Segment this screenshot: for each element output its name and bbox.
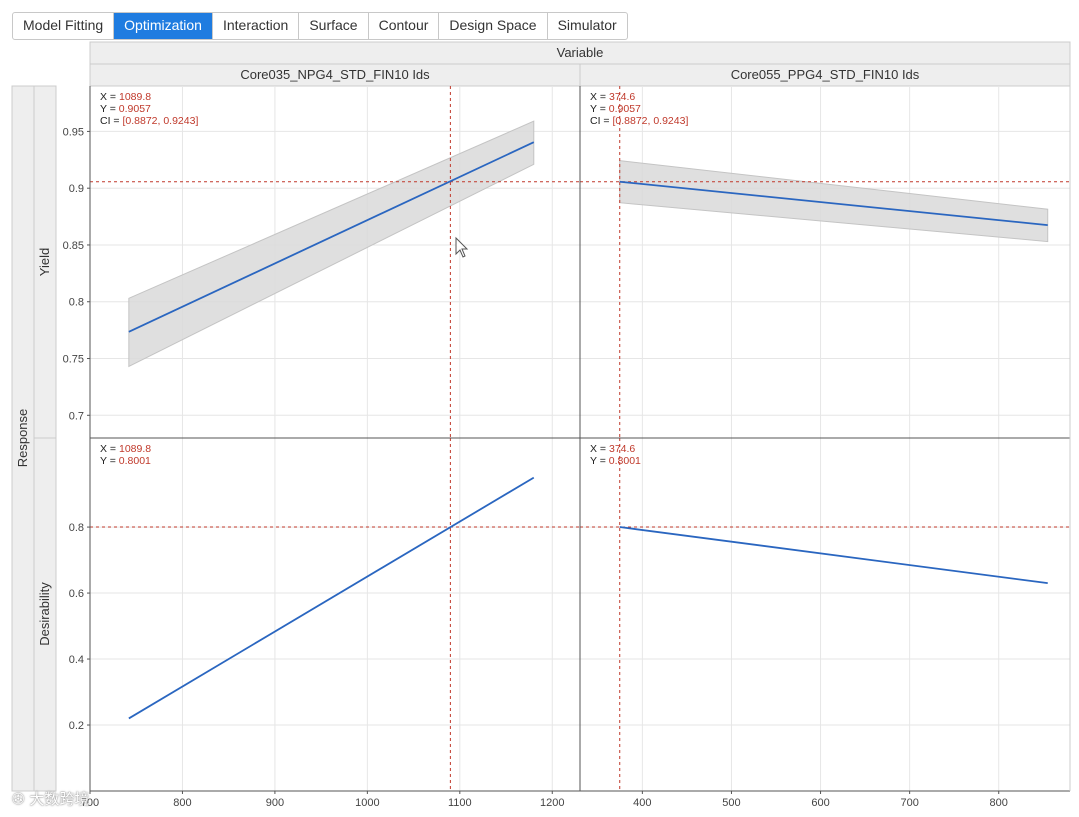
panel-bottom-right: 400 500 600 700 800 X = 374.6Y = 0.8001 [580,438,1070,809]
row-label-yield: Yield [37,248,52,276]
watermark: ✇ 大数跨境 [12,788,89,809]
prediction-line [128,476,535,720]
readout-line: CI = [0.8872, 0.9243] [590,115,688,127]
y-tick-label: 0.8 [69,297,84,309]
prediction-line [619,526,1048,585]
y-tick-label: 0.2 [69,720,84,732]
tab-simulator[interactable]: Simulator [557,17,617,33]
watermark-text: 大数跨境 [29,790,90,808]
response-label: Response [15,409,30,468]
readout-line: X = 1089.8 [100,443,151,455]
tab-interaction[interactable]: Interaction [213,13,300,39]
panel-top-left: 0.7 0.75 0.8 0.85 0.9 0.95 X = 1089.8Y = 0.905… [63,86,580,438]
readout-line: X = 1089.8 [100,91,151,103]
x-tick-label: 1000 [355,797,379,809]
prediction-line [128,141,535,333]
mouse-cursor-icon [455,236,469,258]
x-tick-label: 900 [266,797,284,809]
y-tick-label: 0.75 [63,354,84,366]
y-tick-label: 0.4 [69,654,84,666]
tab-optimization[interactable]: Optimization [114,13,213,39]
row-label-desirability: Desirability [37,582,52,646]
readout-line: Y = 0.8001 [590,455,641,467]
readout-line: CI = [0.8872, 0.9243] [100,115,198,127]
tab-contour[interactable]: Contour [369,13,440,39]
watermark-logo-icon: ✇ [12,790,25,808]
y-tick-label: 0.6 [69,588,84,600]
readout-line: Y = 0.9057 [100,103,151,115]
y-tick-label: 0.8 [69,522,84,534]
variable-header: Variable [557,45,604,60]
y-tick-label: 0.95 [63,126,84,138]
confidence-band [128,120,535,368]
prediction-line [619,180,1048,226]
column-header-right: Core055_PPG4_STD_FIN10 Ids [731,67,920,82]
x-tick-label: 800 [173,797,191,809]
tab-model-fitting[interactable]: Model Fitting [13,13,115,39]
x-tick-label: 1100 [448,797,472,809]
x-tick-label: 1200 [540,797,564,809]
x-tick-label: 800 [990,797,1008,809]
confidence-band [619,160,1049,243]
tab-design-space[interactable]: Design Space [439,13,548,39]
readout-line: Y = 0.9057 [590,103,641,115]
y-tick-label: 0.7 [69,410,84,422]
readout-line: X = 374.6 [590,443,635,455]
panel-bottom-left: 0.2 0.4 0.6 0.8 700 800 900 1000 1100 1200 X = 108… [69,438,580,809]
tab-surface[interactable]: Surface [299,13,369,39]
x-tick-label: 700 [81,797,99,809]
x-tick-label: 500 [722,797,740,809]
x-tick-label: 600 [811,797,829,809]
readout-line: Y = 0.8001 [100,455,151,467]
tab-bar: Model Fitting Optimization Interaction S… [12,12,628,40]
x-tick-label: 400 [633,797,651,809]
y-tick-label: 0.85 [63,240,84,252]
readout-line: X = 374.6 [590,91,635,103]
x-tick-label: 700 [900,797,918,809]
y-tick-label: 0.9 [69,183,84,195]
column-header-left: Core035_NPG4_STD_FIN10 Ids [240,67,430,82]
